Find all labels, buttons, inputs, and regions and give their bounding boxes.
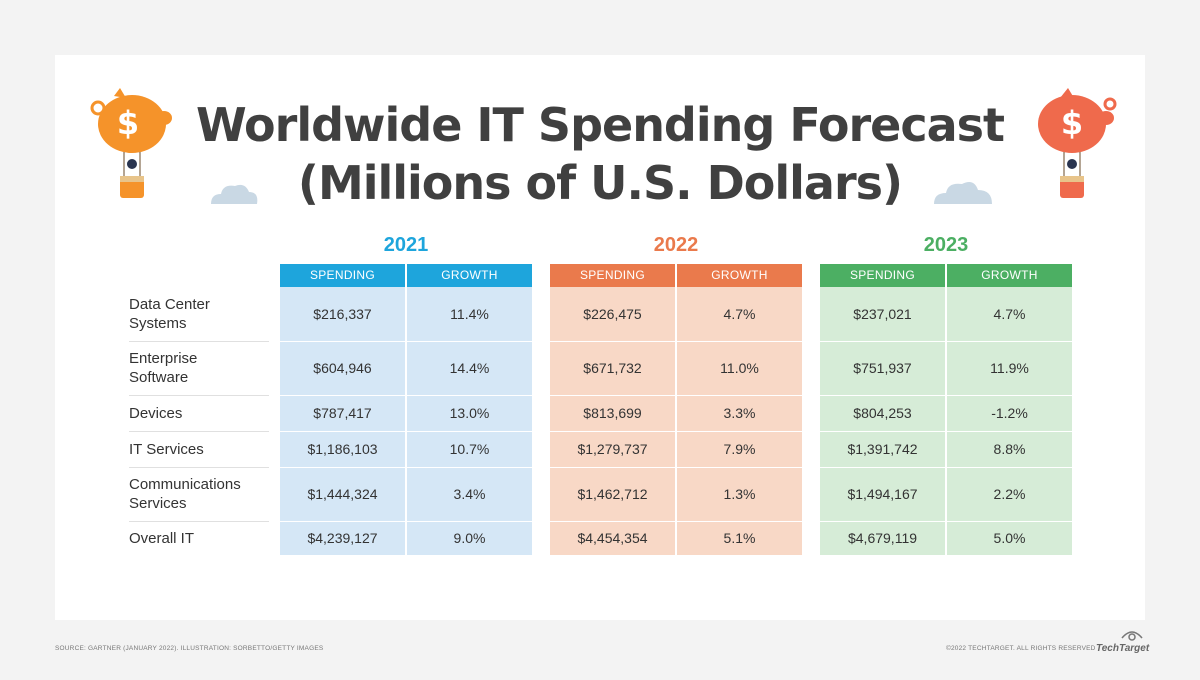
col-2022-growth-header: GROWTH bbox=[677, 264, 802, 287]
growth-cell: 4.7% bbox=[993, 306, 1026, 322]
growth-cell: 7.9% bbox=[723, 441, 756, 457]
spending-cell: $237,021 bbox=[853, 306, 912, 322]
row-label: Data Center Systems bbox=[129, 296, 210, 332]
col-2021-growth-header: GROWTH bbox=[407, 264, 532, 287]
row-label: Enterprise Software bbox=[129, 350, 198, 386]
spending-cell: $1,494,167 bbox=[847, 486, 918, 502]
spending-cell: $813,699 bbox=[583, 405, 642, 421]
page-title: Worldwide IT Spending Forecast (Millions… bbox=[0, 96, 1200, 212]
spending-cell: $804,253 bbox=[853, 405, 912, 421]
growth-cell: 9.0% bbox=[453, 530, 486, 546]
growth-cell: -1.2% bbox=[991, 405, 1028, 421]
spending-cell: $226,475 bbox=[583, 306, 642, 322]
column-divider bbox=[405, 264, 407, 555]
spending-cell: $1,462,712 bbox=[577, 486, 648, 502]
growth-cell: 2.2% bbox=[993, 486, 1026, 502]
cloud-left-icon bbox=[211, 184, 258, 204]
growth-cell: 13.0% bbox=[449, 405, 490, 421]
growth-cell: 10.7% bbox=[449, 441, 490, 457]
row-label: Devices bbox=[129, 404, 183, 422]
techtarget-logo-icon bbox=[1121, 631, 1143, 641]
spending-cell: $1,279,737 bbox=[577, 441, 648, 457]
growth-cell: 11.0% bbox=[720, 360, 759, 376]
spending-cell: $4,454,354 bbox=[577, 530, 648, 546]
row-divider bbox=[129, 395, 269, 396]
col-2023-spending-header: SPENDING bbox=[820, 264, 945, 287]
spending-cell: $4,679,119 bbox=[847, 530, 918, 546]
brand-name: TechTarget bbox=[1096, 643, 1150, 654]
copyright-note: ©2022 TECHTARGET. ALL RIGHTS RESERVED bbox=[946, 645, 1096, 652]
growth-cell: 3.4% bbox=[453, 486, 486, 502]
row-divider bbox=[129, 341, 269, 342]
spending-cell: $1,444,324 bbox=[307, 486, 378, 502]
source-note: SOURCE: GARTNER (JANUARY 2022). ILLUSTRA… bbox=[55, 645, 324, 652]
spending-cell: $751,937 bbox=[853, 360, 912, 376]
spending-cell: $604,946 bbox=[313, 360, 372, 376]
spending-cell: $787,417 bbox=[313, 405, 372, 421]
growth-cell: 5.0% bbox=[993, 530, 1026, 546]
growth-cell: 5.1% bbox=[723, 530, 756, 546]
cloud-right-icon bbox=[934, 182, 992, 204]
col-2023-growth-header: GROWTH bbox=[947, 264, 1072, 287]
column-divider bbox=[945, 264, 947, 555]
spending-cell: $1,186,103 bbox=[307, 441, 378, 457]
row-label: IT Services bbox=[129, 440, 204, 458]
spending-cell: $1,391,742 bbox=[847, 441, 918, 457]
row-divider bbox=[129, 431, 269, 432]
svg-text:$: $ bbox=[1061, 104, 1083, 142]
svg-text:$: $ bbox=[117, 104, 139, 142]
spending-cell: $4,239,127 bbox=[307, 530, 378, 546]
growth-cell: 8.8% bbox=[993, 441, 1026, 457]
year-2022-label: 2022 bbox=[653, 234, 699, 256]
col-2021-spending-header: SPENDING bbox=[280, 264, 405, 287]
year-2021-label: 2021 bbox=[383, 234, 429, 256]
column-divider bbox=[675, 264, 677, 555]
spending-cell: $216,337 bbox=[313, 306, 372, 322]
growth-cell: 14.4% bbox=[449, 360, 490, 376]
row-label: Communications Services bbox=[129, 476, 241, 512]
col-2022-spending-header: SPENDING bbox=[550, 264, 675, 287]
row-divider bbox=[129, 521, 269, 522]
growth-cell: 11.4% bbox=[450, 306, 489, 322]
growth-cell: 1.3% bbox=[723, 486, 756, 502]
row-label: Overall IT bbox=[129, 529, 195, 547]
row-divider bbox=[129, 467, 269, 468]
year-2023-label: 2023 bbox=[923, 234, 969, 256]
growth-cell: 3.3% bbox=[723, 405, 756, 421]
piggy-balloon-left-icon: $ bbox=[90, 88, 172, 198]
title-line-1: Worldwide IT Spending Forecast bbox=[195, 98, 1005, 152]
spending-cell: $671,732 bbox=[583, 360, 642, 376]
piggy-balloon-right-icon: $ bbox=[1038, 88, 1117, 198]
title-line-2: (Millions of U.S. Dollars) bbox=[297, 156, 903, 210]
growth-cell: 4.7% bbox=[723, 306, 756, 322]
growth-cell: 11.9% bbox=[990, 360, 1029, 376]
